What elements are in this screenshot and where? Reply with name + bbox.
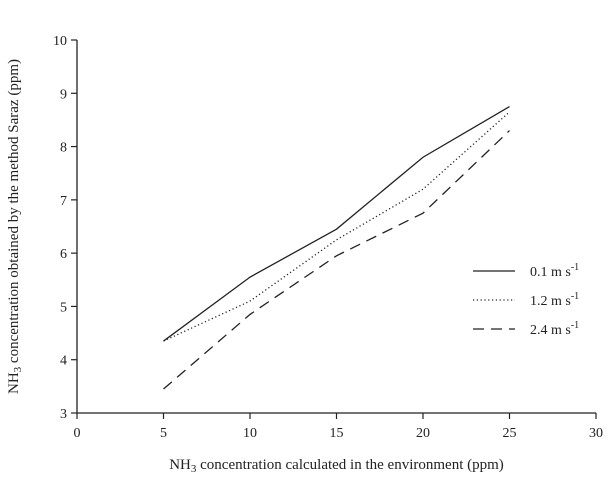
y-tick-label: 8: [60, 141, 67, 156]
legend-label: 2.4 m s-1: [530, 320, 579, 338]
series-line: [163, 130, 510, 390]
series-lines: [163, 106, 510, 390]
x-tick-label: 5: [160, 426, 167, 441]
y-axis-label-prefix: NH: [6, 372, 22, 394]
y-tick-label: 4: [60, 354, 67, 369]
x-tick-label: 25: [503, 426, 517, 441]
x-axis-label-suffix: concentration calculated in the environm…: [196, 457, 503, 473]
x-ticks: 0 5 10 15 20 25 30: [74, 413, 603, 441]
x-axis-label-prefix: NH: [169, 457, 191, 473]
legend-label: 0.1 m s-1: [530, 262, 579, 280]
series-line: [163, 106, 510, 342]
y-tick-label: 10: [53, 34, 67, 49]
y-axis-label-suffix: concentration obtained by the method Sar…: [6, 59, 22, 367]
y-axis-label: NH3 concentration obtained by the method…: [6, 59, 24, 394]
y-tick-label: 9: [60, 87, 67, 102]
y-ticks: 3 4 5 6 7 8 9 10: [53, 34, 77, 422]
x-axis-label-subscript: 3: [191, 463, 197, 475]
x-axis-label: NH3 concentration calculated in the envi…: [169, 457, 504, 475]
x-tick-label: 30: [589, 426, 603, 441]
x-tick-label: 10: [243, 426, 257, 441]
x-tick-label: 15: [330, 426, 344, 441]
legend-label: 1.2 m s-1: [530, 291, 579, 309]
y-tick-label: 5: [60, 300, 67, 315]
x-tick-label: 0: [74, 426, 81, 441]
x-tick-label: 20: [416, 426, 430, 441]
y-tick-label: 6: [60, 247, 67, 262]
series-line: [163, 111, 510, 342]
y-tick-label: 3: [60, 407, 67, 422]
y-tick-label: 7: [60, 194, 67, 209]
legend: 0.1 m s-1 1.2 m s-1 2.4 m s-1: [473, 262, 579, 338]
y-axis-label-subscript: 3: [12, 366, 24, 372]
axes: [76, 40, 596, 414]
